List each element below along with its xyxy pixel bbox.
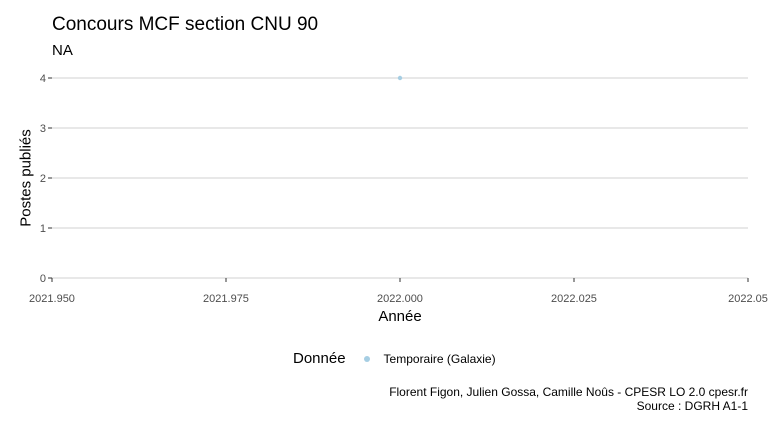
chart-title: Concours MCF section CNU 90 — [52, 14, 319, 35]
caption-credits: Florent Figon, Julien Gossa, Camille Noû… — [389, 385, 748, 399]
caption-source: Source : DGRH A1-1 — [636, 399, 748, 413]
legend-label: Temporaire (Galaxie) — [383, 351, 496, 366]
x-tick-label: 2021.950 — [29, 293, 75, 305]
y-tick-label: 0 — [40, 273, 46, 285]
legend: Donnée Temporaire (Galaxie) — [293, 350, 496, 367]
y-tick-label: 1 — [40, 223, 46, 235]
y-axis-title: Postes publiés — [17, 129, 35, 227]
y-tick-label: 3 — [40, 123, 46, 135]
x-tick-label: 2021.975 — [203, 293, 249, 305]
y-tick-label: 2 — [40, 173, 46, 185]
chart-subtitle: NA — [52, 42, 73, 59]
legend-key-icon — [363, 355, 370, 362]
x-tick-label: 2022.000 — [377, 293, 423, 305]
x-tick-label: 2022.025 — [551, 293, 597, 305]
x-tick-label: 2022.05 — [728, 293, 768, 305]
data-point — [397, 75, 403, 81]
x-axis-title: Année — [378, 308, 422, 325]
legend-title: Donnée — [293, 350, 346, 367]
y-tick-label: 4 — [40, 73, 46, 85]
